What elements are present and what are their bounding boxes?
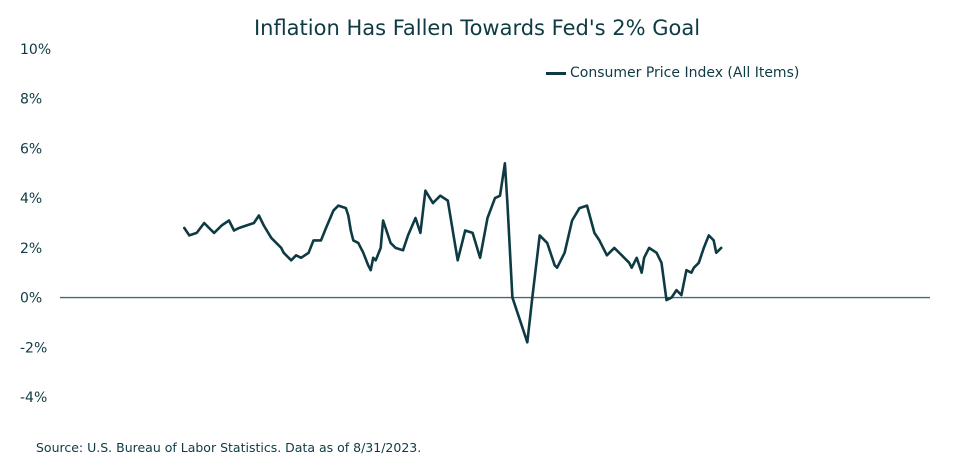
- legend-label: Consumer Price Index (All Items): [570, 65, 800, 81]
- chart-title: Inflation Has Fallen Towards Fed's 2% Go…: [253, 16, 701, 40]
- source-note: Source: U.S. Bureau of Labor Statistics.…: [36, 440, 422, 455]
- series-line-cpi: [183, 162, 723, 344]
- y-tick-label: -2%: [20, 340, 47, 356]
- y-tick-label: 10%: [20, 42, 51, 58]
- y-tick-label: 2%: [20, 241, 42, 257]
- series-group: [183, 162, 723, 344]
- legend: Consumer Price Index (All Items): [546, 65, 799, 81]
- y-tick-label: 8%: [20, 92, 42, 108]
- legend-swatch: [546, 71, 566, 75]
- y-tick-label: 0%: [20, 291, 42, 307]
- y-axis: 10% 8% 6% 4% 2% 0% -2% -4%: [20, 42, 51, 406]
- y-tick-label: 6%: [20, 141, 42, 157]
- y-tick-label: 4%: [20, 191, 42, 207]
- y-tick-label: -4%: [20, 390, 47, 406]
